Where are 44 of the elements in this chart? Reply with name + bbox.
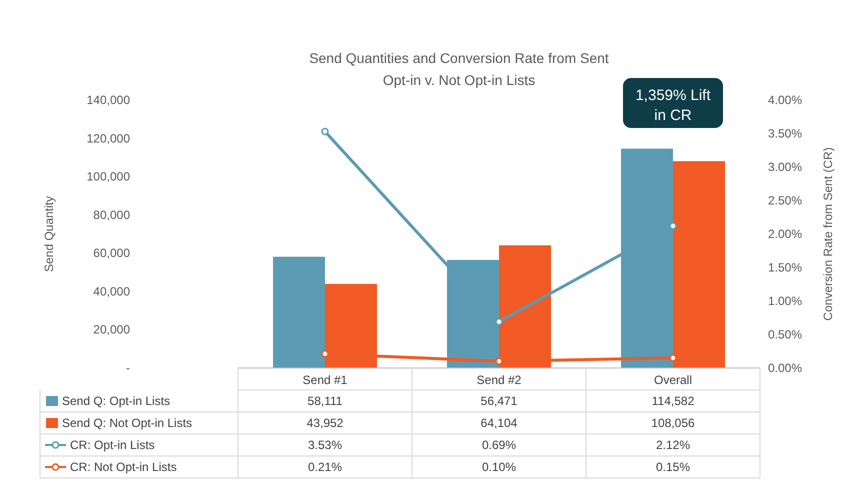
legend-label: CR: Not Opt-in Lists <box>70 460 177 474</box>
y-tick-label: 120,000 <box>86 131 130 146</box>
point <box>321 128 329 136</box>
data-label: 0.15% <box>656 460 690 474</box>
data-label: 43,952 <box>306 416 344 430</box>
y2-tick-label: 1.00% <box>768 294 802 308</box>
y-tick-label: 20,000 <box>93 322 130 337</box>
y-tick-label: - <box>126 361 130 375</box>
y-axis-title: Send Quantity <box>42 196 56 272</box>
x-tick-label: Overall <box>654 373 692 387</box>
y-tick-label: 60,000 <box>93 246 130 260</box>
data-label: 2.12% <box>656 438 690 452</box>
y2-tick-label: 3.00% <box>768 160 802 174</box>
y2-tick-label: 0.50% <box>768 328 802 342</box>
y2-tick-label: 2.50% <box>768 194 802 208</box>
data-label: 0.10% <box>482 460 516 474</box>
data-label: 3.53% <box>308 438 342 452</box>
y-tick-label: 100,000 <box>86 170 130 184</box>
chart-subtitle: Opt-in v. Not Opt-in Lists <box>382 72 536 88</box>
bar <box>273 256 325 368</box>
x-tick-label: Send #2 <box>476 373 522 387</box>
data-label: 56,471 <box>480 394 518 408</box>
data-label: 58,111 <box>308 394 343 408</box>
annotation: 1,359% Lift in CR <box>635 87 712 124</box>
data-label: 0.21% <box>308 460 342 474</box>
y2-tick-label: 1.50% <box>768 260 802 274</box>
y2-axis-title: Conversion Rate from Sent (CR) <box>821 147 835 321</box>
data-label: 64,104 <box>480 416 518 430</box>
y2-tick-label: 0.00% <box>768 361 802 375</box>
y2-tick-label: 4.00% <box>768 93 802 107</box>
data-label: 114,582 <box>652 394 695 408</box>
y2-tick-label: 2.00% <box>768 227 802 241</box>
y-tick-label: 80,000 <box>93 208 130 222</box>
y-tick-label: 40,000 <box>93 284 130 298</box>
y2-tick-label: 3.50% <box>768 126 802 140</box>
data-label: 0.69% <box>482 438 516 452</box>
y-tick-label: 140,000 <box>86 93 130 107</box>
legend-label: CR: Opt-in Lists <box>70 438 155 452</box>
chart-title: Send Quantities and Conversion Rate from Sent <box>309 50 609 66</box>
bar <box>673 161 725 368</box>
data-label: 108,056 <box>651 416 696 430</box>
legend-label: Send Q: Opt-in Lists <box>62 394 170 408</box>
legend-label: Send Q: Not Opt-in Lists <box>62 416 192 430</box>
x-tick-label: Send #1 <box>302 373 348 387</box>
